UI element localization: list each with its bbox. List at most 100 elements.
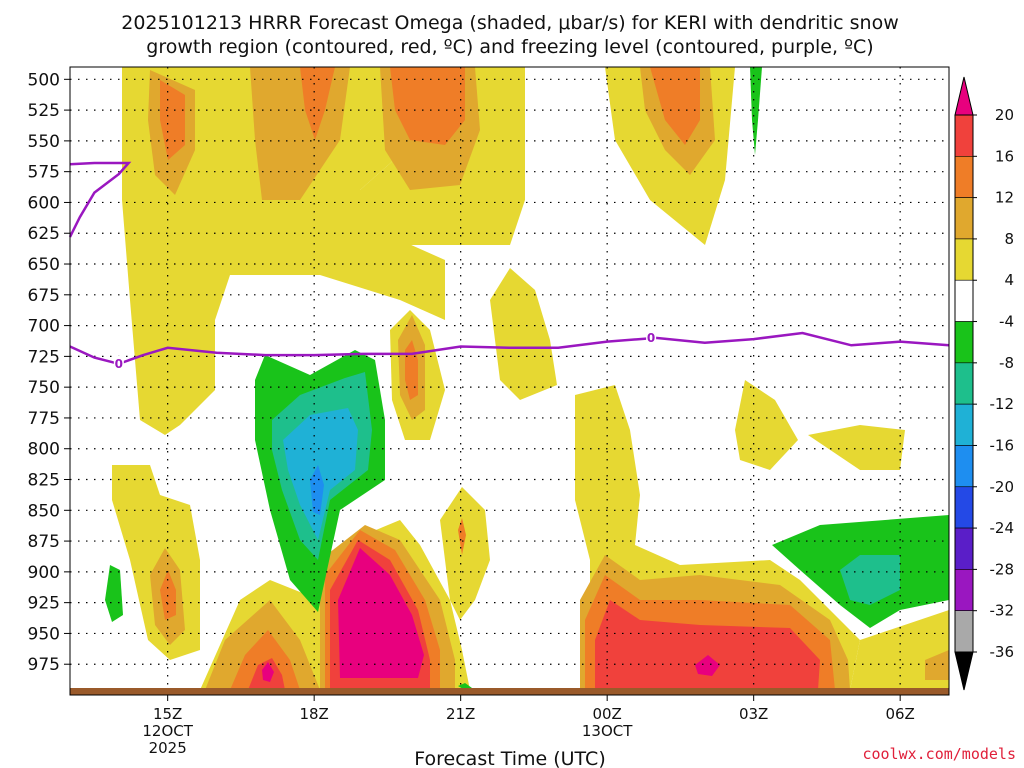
plot-border bbox=[69, 66, 950, 696]
y-tick-label: 625 bbox=[28, 224, 60, 244]
contour-label-bg bbox=[113, 355, 124, 370]
colorbar-band bbox=[954, 114, 974, 157]
colorbar-label: -36 bbox=[990, 643, 1015, 661]
omega-fill-4to8 bbox=[735, 380, 798, 470]
omega-fill-16to20 bbox=[595, 600, 820, 690]
x-tick-date: 12OCT bbox=[142, 722, 193, 740]
y-tick-label: 775 bbox=[28, 409, 60, 429]
omega-fill-gt20 bbox=[262, 662, 274, 682]
colorbar-band bbox=[954, 362, 974, 405]
omega-fill-gt20 bbox=[338, 548, 424, 678]
y-tick-label: 650 bbox=[28, 255, 60, 275]
omega-fill-4to8 bbox=[122, 67, 445, 435]
freezing-level-line bbox=[69, 331, 950, 366]
colorbar-band bbox=[954, 403, 974, 446]
colorbar-band bbox=[954, 610, 974, 653]
omega-fill-12to16 bbox=[458, 518, 466, 555]
x-tick-label: 03Z bbox=[739, 705, 768, 723]
grid-lines bbox=[70, 67, 949, 695]
x-tick-label: 18Z bbox=[299, 705, 328, 723]
contour-label-bg bbox=[646, 329, 657, 344]
x-tick-year: 2025 bbox=[149, 739, 187, 757]
colorbar-label: -32 bbox=[990, 602, 1015, 620]
colorbar-frame bbox=[954, 114, 974, 653]
colorbar-label: -4 bbox=[999, 313, 1014, 331]
omega-fill-12to16 bbox=[230, 630, 300, 690]
colorbar-band bbox=[954, 197, 974, 240]
colorbar-label: 4 bbox=[1004, 271, 1014, 289]
y-tick-label: 750 bbox=[28, 378, 60, 398]
colorbar-label: -24 bbox=[990, 519, 1015, 537]
omega-fill-4to8 bbox=[850, 610, 949, 690]
omega-fill-neg16to20 bbox=[310, 465, 324, 515]
y-tick-label: 550 bbox=[28, 132, 60, 152]
freezing-level-label: 0 bbox=[647, 331, 655, 345]
x-tick-label: 21Z bbox=[446, 705, 475, 723]
y-tick-label: 950 bbox=[28, 624, 60, 644]
colorbar-top-arrow bbox=[954, 76, 974, 116]
y-axis: 500 525 550 575 600 625 650 675 700 725 750 775 800 8… bbox=[28, 70, 70, 675]
watermark-text: coolwx.com/models bbox=[862, 745, 1016, 763]
omega-fill-4to8 bbox=[490, 268, 557, 400]
omega-fill-12to16 bbox=[300, 67, 335, 140]
colorbar-band bbox=[954, 238, 974, 281]
colorbar: 20 16 12 8 4 -4 -8 -12 -16 -20 -24 -28 -32 -36 bbox=[954, 76, 1015, 691]
x-tick-label: 00Z bbox=[592, 705, 621, 723]
y-tick-label: 525 bbox=[28, 101, 60, 121]
freezing-level-label: 0 bbox=[115, 357, 123, 371]
omega-fill-neg4to8 bbox=[750, 67, 762, 155]
colorbar-label: 20 bbox=[995, 106, 1014, 124]
omega-fill-neg8to12 bbox=[840, 555, 900, 605]
x-tick-date: 13OCT bbox=[582, 722, 633, 740]
omega-shading bbox=[105, 67, 949, 690]
omega-fill-4to8 bbox=[440, 487, 490, 620]
colorbar-band bbox=[954, 156, 974, 198]
y-tick-label: 900 bbox=[28, 563, 60, 583]
x-tick-label: 15Z bbox=[153, 705, 182, 723]
y-tick-label: 575 bbox=[28, 163, 60, 183]
colorbar-band bbox=[954, 445, 974, 488]
omega-fill-12to16 bbox=[160, 80, 185, 160]
chart-title-line1: 2025101213 HRRR Forecast Omega (shaded, … bbox=[121, 12, 899, 34]
omega-fill-8to12 bbox=[925, 650, 949, 680]
colorbar-label: -12 bbox=[990, 395, 1015, 413]
freezing-level-contour: 00 bbox=[68, 161, 950, 371]
plot-area: 00 bbox=[68, 66, 950, 696]
surface-ground-strip bbox=[70, 688, 949, 695]
y-tick-label: 875 bbox=[28, 532, 60, 552]
colorbar-label: 16 bbox=[995, 147, 1014, 165]
y-tick-label: 700 bbox=[28, 317, 60, 337]
y-tick-label: 725 bbox=[28, 347, 60, 367]
y-tick-label: 925 bbox=[28, 594, 60, 614]
chart-title-line2: growth region (contoured, red, ºC) and f… bbox=[146, 36, 873, 58]
colorbar-band bbox=[954, 279, 974, 322]
colorbar-label: 8 bbox=[1004, 230, 1014, 248]
omega-fill-12to16 bbox=[390, 67, 465, 145]
y-tick-label: 800 bbox=[28, 440, 60, 460]
omega-fill-neg4to8 bbox=[105, 565, 123, 622]
y-tick-label: 975 bbox=[28, 655, 60, 675]
colorbar-label: -16 bbox=[990, 436, 1015, 454]
omega-fill-4to8 bbox=[808, 425, 905, 470]
colorbar-band bbox=[954, 527, 974, 570]
y-tick-label: 850 bbox=[28, 501, 60, 521]
y-tick-label: 675 bbox=[28, 286, 60, 306]
freezing-level-line-upper bbox=[68, 161, 132, 238]
y-tick-label: 825 bbox=[28, 471, 60, 491]
colorbar-label: 12 bbox=[995, 189, 1014, 207]
colorbar-bottom-arrow bbox=[954, 651, 974, 691]
colorbar-band bbox=[954, 321, 974, 364]
y-tick-label: 600 bbox=[28, 193, 60, 213]
omega-fill-gt20 bbox=[695, 655, 720, 676]
omega-fill-12to16 bbox=[650, 67, 700, 145]
x-tick-label: 06Z bbox=[885, 705, 914, 723]
colorbar-band bbox=[954, 569, 974, 611]
x-axis-label: Forecast Time (UTC) bbox=[414, 748, 605, 768]
colorbar-band bbox=[954, 486, 974, 529]
colorbar-label: -20 bbox=[990, 478, 1015, 496]
y-tick-label: 500 bbox=[28, 70, 60, 90]
colorbar-label: -8 bbox=[999, 354, 1014, 372]
colorbar-label: -28 bbox=[990, 560, 1015, 578]
